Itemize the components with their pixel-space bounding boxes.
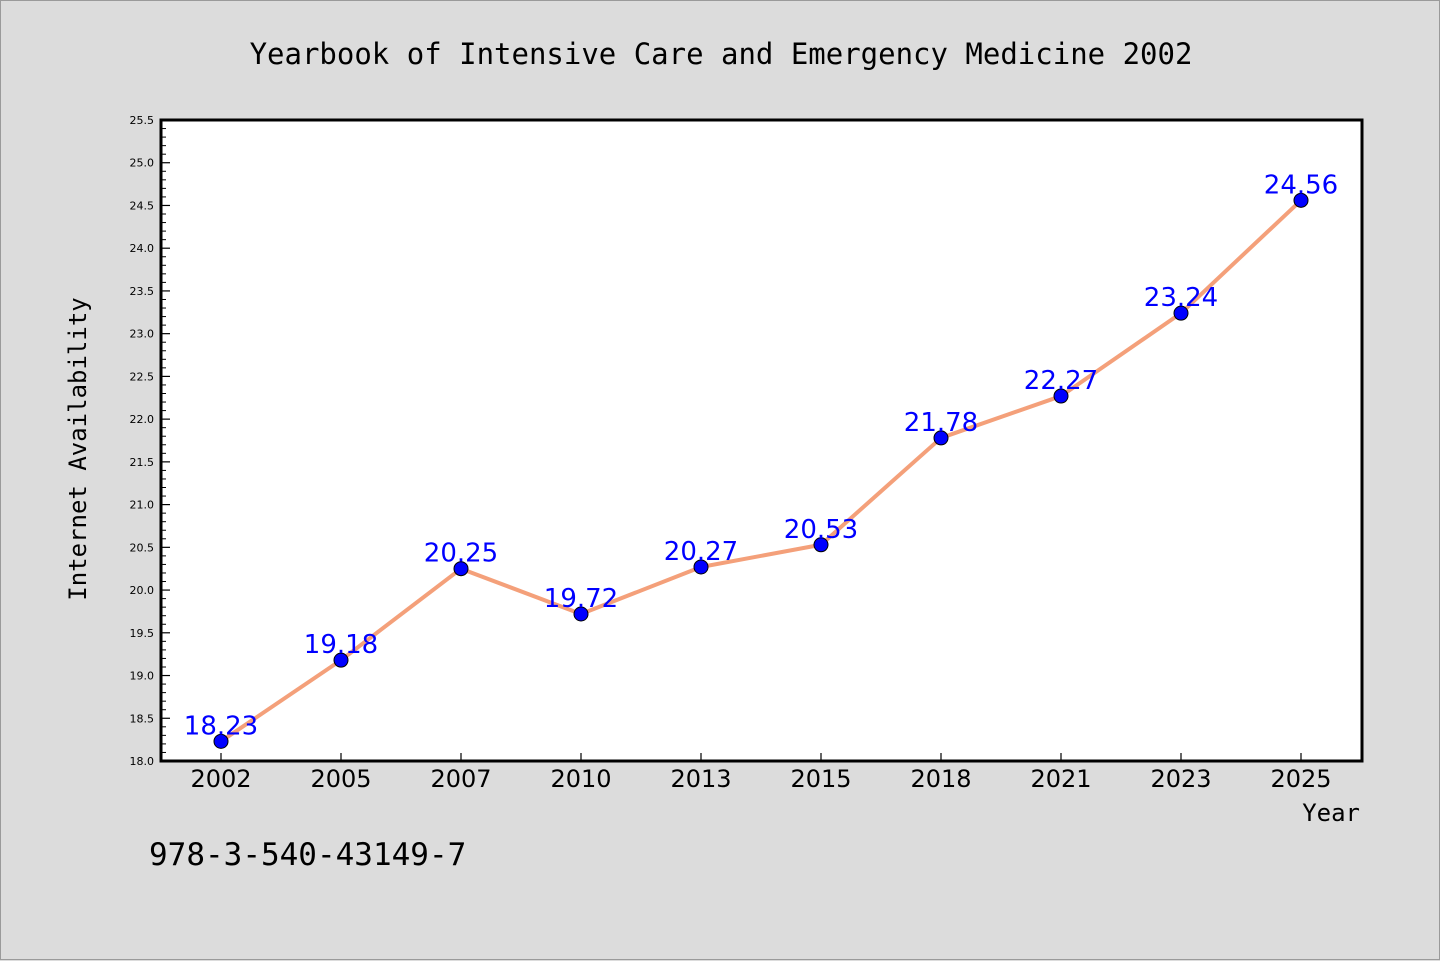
y-tick-label: 19.5 <box>130 627 155 640</box>
data-label: 23.24 <box>1144 283 1218 313</box>
y-tick-label: 21.0 <box>130 499 155 512</box>
data-label: 19.72 <box>544 584 618 614</box>
y-tick-label: 23.5 <box>130 285 155 298</box>
x-tick-label: 2007 <box>430 765 491 793</box>
data-label: 20.27 <box>664 537 738 567</box>
y-tick-label: 19.0 <box>130 670 155 683</box>
data-label: 22.27 <box>1024 366 1098 396</box>
y-tick-label: 25.0 <box>130 157 155 170</box>
x-tick-label: 2025 <box>1270 765 1331 793</box>
data-point <box>1053 388 1069 404</box>
data-point <box>813 537 829 553</box>
x-axis: 2002 2005 2007 2010 2013 2015 2018 2021 2023 2025 <box>190 753 1332 793</box>
data-point <box>453 561 469 577</box>
y-tick-label: 20.0 <box>130 584 155 597</box>
x-tick-label: 2010 <box>550 765 611 793</box>
x-tick-label: 2015 <box>790 765 851 793</box>
footnote-isbn: 978-3-540-43149-7 <box>149 837 466 873</box>
x-tick-label: 2021 <box>1030 765 1091 793</box>
chart-title: Yearbook of Intensive Care and Emergency… <box>250 37 1193 71</box>
y-tick-label: 18.0 <box>130 755 155 768</box>
data-label: 20.53 <box>784 515 858 545</box>
data-label: 20.25 <box>424 539 498 569</box>
data-point <box>1293 192 1309 208</box>
y-tick-label: 18.5 <box>130 712 155 725</box>
y-tick-label: 25.5 <box>130 114 155 127</box>
x-axis-title: Year <box>1302 799 1360 827</box>
data-point <box>573 606 589 622</box>
data-point <box>933 430 949 446</box>
data-point <box>1173 305 1189 321</box>
data-label: 18.23 <box>184 711 258 741</box>
data-point <box>333 652 349 668</box>
data-markers <box>213 192 1309 749</box>
plot-area <box>159 118 1364 763</box>
data-label: 24.56 <box>1264 170 1338 200</box>
y-tick-label: 20.5 <box>130 541 155 554</box>
y-axis-title: Internet Availability <box>64 297 92 600</box>
data-label: 21.78 <box>904 408 978 438</box>
data-point <box>213 733 229 749</box>
y-tick-label: 24.0 <box>130 242 155 255</box>
data-labels: 18.23 19.18 20.25 19.72 20.27 20.53 21.78 22.27… <box>184 170 1338 741</box>
y-tick-label: 21.5 <box>130 456 155 469</box>
x-tick-label: 2002 <box>190 765 251 793</box>
data-point <box>693 559 709 575</box>
x-tick-label: 2023 <box>1150 765 1211 793</box>
x-tick-label: 2005 <box>310 765 371 793</box>
y-tick-label: 22.0 <box>130 413 155 426</box>
x-tick-label: 2018 <box>910 765 971 793</box>
y-axis: 18.0 18.5 19.0 19.5 20.0 20.5 21.0 21.5 22.0 22.5… <box>130 114 170 768</box>
series-line <box>219 198 1303 743</box>
data-label: 19.18 <box>304 630 378 660</box>
y-tick-label: 24.5 <box>130 199 155 212</box>
y-tick-label: 22.5 <box>130 370 155 383</box>
y-tick-label: 23.0 <box>130 328 155 341</box>
x-tick-label: 2013 <box>670 765 731 793</box>
